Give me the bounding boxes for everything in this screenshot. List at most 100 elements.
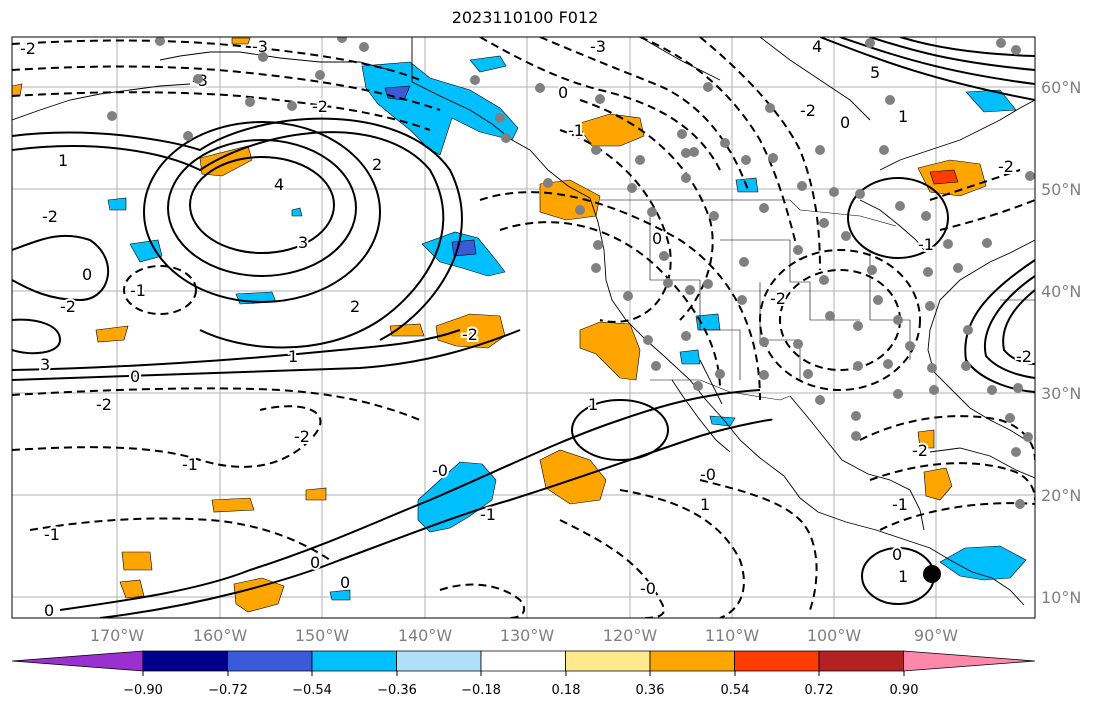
contour-label: 0	[652, 229, 662, 248]
colorbar-segment	[903, 650, 1036, 672]
colorbar-tick-label: 0.54	[721, 683, 750, 698]
station-markers	[107, 37, 1035, 509]
contour-label: 1	[700, 495, 710, 514]
longitude-labels: 170°W 160°W 150°W 140°W 130°W 120°W 110°…	[90, 626, 958, 645]
precip-fills	[12, 37, 1027, 613]
lon-label: 150°W	[295, 626, 350, 645]
colorbar-segment	[142, 650, 228, 672]
lon-label: 100°W	[807, 626, 862, 645]
colorbar-segment	[480, 650, 566, 672]
contour-label: -2	[800, 101, 816, 120]
blue-area-alaska	[361, 61, 519, 156]
contour-label: 0	[340, 573, 350, 592]
colorbar-segment	[11, 650, 144, 672]
colorbar-tick-label: −0.36	[377, 683, 417, 698]
colorbar-segment	[565, 650, 651, 672]
contour-label: 0	[44, 601, 54, 620]
lat-label: 40°N	[1041, 282, 1081, 301]
lon-label: 130°W	[500, 626, 555, 645]
contour-label: 3	[40, 355, 50, 374]
colorbar-tick-label: 0.36	[636, 683, 665, 698]
highlight-station-marker	[923, 565, 941, 583]
contour-label: -0	[432, 461, 448, 480]
lat-label: 20°N	[1041, 486, 1081, 505]
contour-label: 4	[274, 175, 284, 194]
contour-label: 2	[350, 297, 360, 316]
contour-label: 0	[82, 265, 92, 284]
contour-label: 2	[372, 155, 382, 174]
colorbar-segment	[649, 650, 735, 672]
contour-label: -1	[892, 495, 908, 514]
contour-label: -2	[96, 395, 112, 414]
lon-label: 170°W	[90, 626, 145, 645]
contour-label: -2	[294, 427, 310, 446]
lat-label: 30°N	[1041, 384, 1081, 403]
contour-label: -2	[42, 207, 58, 226]
lon-label: 90°W	[914, 626, 958, 645]
contour-label: -1	[130, 281, 146, 300]
contour-label: -2	[998, 157, 1014, 176]
contour-label: -2	[1016, 347, 1032, 366]
colorbar-segment	[396, 650, 482, 672]
contour-label: -2	[912, 441, 928, 460]
contour-label: 0	[558, 83, 568, 102]
lon-label: 110°W	[705, 626, 760, 645]
colorbar-tick-labels: −0.90 −0.72 −0.54 −0.36 −0.18 0.18 0.36 …	[123, 683, 918, 698]
contour-label: -0	[640, 579, 656, 598]
lon-label: 140°W	[398, 626, 453, 645]
map-frame	[11, 36, 1036, 619]
colorbar-segment	[311, 650, 397, 672]
colorbar-segment	[734, 650, 820, 672]
colorbar-tick-label: −0.72	[208, 683, 248, 698]
contour-label: 5	[870, 63, 880, 82]
colorbar-segment	[818, 650, 904, 672]
contour-label: 0	[892, 545, 902, 564]
contour-label: 1	[58, 151, 68, 170]
contour-label: -2	[770, 289, 786, 308]
lat-label: 10°N	[1041, 588, 1081, 607]
colorbar-tick-label: 0.90	[890, 683, 919, 698]
coastlines	[12, 37, 1035, 606]
colorbar-tick-label: 0.72	[805, 683, 834, 698]
lon-label: 160°W	[193, 626, 248, 645]
map-title: 2023110100 F012	[451, 8, 599, 27]
contour-label: -1	[480, 505, 496, 524]
contour-label: 4	[812, 37, 822, 56]
colorbar-segments	[11, 650, 1036, 672]
contour-label: 3	[298, 233, 308, 252]
contour-label: -2	[60, 297, 76, 316]
contour-label: -2	[312, 97, 328, 116]
political-borders	[600, 199, 1035, 401]
contour-label: -1	[568, 121, 584, 140]
colorbar-segment	[227, 650, 313, 672]
colorbar-tick-label: −0.90	[123, 683, 163, 698]
contour-label: 0	[840, 113, 850, 132]
latitude-labels: 60°N 50°N 40°N 30°N 20°N 10°N	[1041, 78, 1081, 607]
contours-solid	[12, 37, 1035, 618]
contour-label: -2	[20, 39, 36, 58]
contour-label: 0	[310, 553, 320, 572]
contour-label: 1	[898, 567, 908, 586]
contour-label: -1	[918, 235, 934, 254]
colorbar-tick-label: −0.18	[461, 683, 501, 698]
lon-label: 120°W	[603, 626, 658, 645]
graticule	[12, 37, 1035, 618]
contours-dashed	[12, 37, 1035, 618]
colorbar-tick-label: 0.18	[552, 683, 581, 698]
contour-label: -3	[590, 37, 606, 56]
contour-label: -1	[182, 455, 198, 474]
contour-label: 1	[288, 347, 298, 366]
contour-label: 0	[130, 367, 140, 386]
contour-label: 1	[588, 395, 598, 414]
colorbar: −0.90 −0.72 −0.54 −0.36 −0.18 0.18 0.36 …	[11, 650, 1036, 698]
contour-label: -0	[700, 465, 716, 484]
lat-label: 50°N	[1041, 180, 1081, 199]
contour-label: 1	[898, 107, 908, 126]
colorbar-tick-label: −0.54	[292, 683, 332, 698]
contour-label: -1	[44, 525, 60, 544]
contour-label: -2	[462, 325, 478, 344]
contour-labels: -2 -3 -3 -3 -2 0 -1 1 2 4 3 -2 -1 0 1 2 …	[18, 37, 1034, 620]
colorbar-ticks	[142, 671, 905, 676]
lat-label: 60°N	[1041, 78, 1081, 97]
